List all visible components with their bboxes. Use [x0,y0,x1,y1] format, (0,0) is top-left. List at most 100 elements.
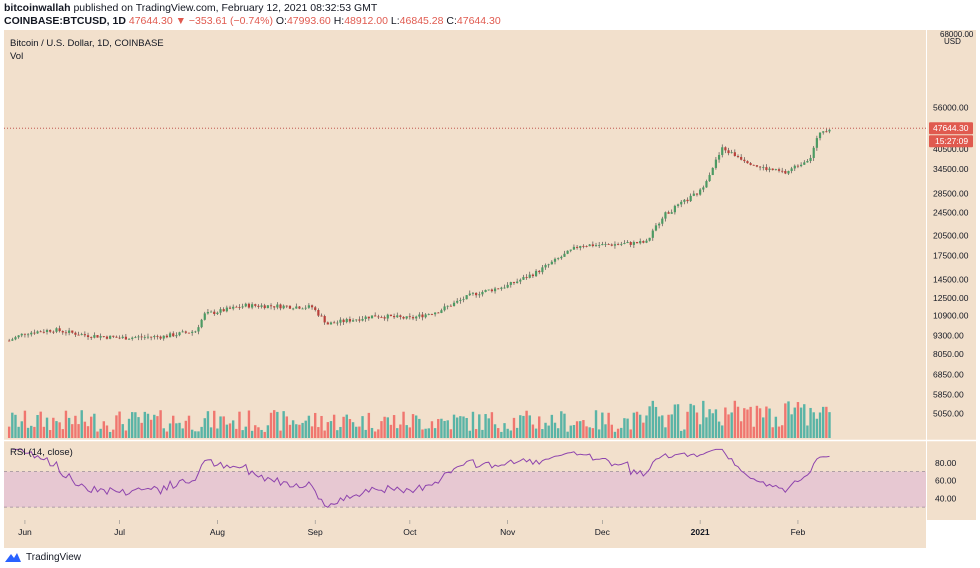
candle-body [591,244,594,247]
volume-bar [459,416,462,438]
candle-body [768,168,771,171]
volume-bar [190,429,194,438]
price-axis-background [926,30,976,520]
candle-body [358,319,361,321]
candle-body [777,169,781,171]
volume-bar [269,412,273,438]
volume-bar [730,412,733,438]
candle-body [83,334,86,336]
volume-bar [197,431,200,438]
candle-body [781,170,784,172]
symbol-label: COINBASE:BTCUSD, 1D [4,15,126,27]
volume-label: Vol [10,51,23,62]
candle-body [168,333,172,338]
candle-body [468,293,471,296]
candle-body [36,331,39,334]
candle-body [635,242,639,244]
brand-name: TradingView [26,551,82,563]
volume-bar [676,404,680,438]
volume-bar [48,430,52,438]
price-axis-top-label: 68000.00 [940,30,974,39]
volume-bar [421,429,424,438]
volume-bar [692,405,696,438]
volume-bar [519,415,522,438]
candle-body [610,244,613,246]
candle-body [8,340,11,342]
volume-bar [355,426,358,438]
candle-body [383,317,386,319]
volume-bar [358,426,361,438]
candle-body [825,131,828,133]
volume-bar [282,411,285,438]
volume-bar [739,421,743,438]
open-label: O: [275,15,287,27]
volume-bar [452,414,456,438]
volume-bar [821,406,825,438]
volume-bar [408,427,412,438]
candle-body [771,168,774,171]
volume-bar [71,424,74,438]
candle-body [733,152,736,157]
candle-body [389,314,393,317]
candle-body [676,204,680,206]
candle-body [670,212,673,214]
volume-bar [468,430,472,438]
volume-bar [597,429,601,438]
candle-body [273,306,276,308]
candle-body [175,335,178,337]
volume-bar [572,425,576,438]
price-chart[interactable]: 56000.00 40500.00 34500.00 28500.00 24500.00… [4,30,976,548]
volume-bar [80,410,83,438]
candle-body [172,333,175,337]
candle-body [68,330,71,333]
candle-body [607,244,610,245]
volume-bars [7,400,831,438]
volume-bar [474,429,478,438]
high-label: H: [333,15,345,27]
volume-bar [348,419,352,438]
candle-body [449,305,452,307]
candle-body [743,159,746,162]
volume-bar [755,405,759,438]
candle-body [793,165,796,169]
candle-body [512,282,516,284]
volume-bar [604,424,607,438]
candle-body [317,309,320,316]
volume-bar [156,416,159,438]
candle-body [33,332,36,334]
candle-body [203,313,206,320]
candle-body [86,335,90,337]
volume-bar [437,419,440,438]
candle-body [351,320,355,322]
candle-body [528,274,531,278]
candle-body [386,314,389,319]
candle-body [225,307,228,312]
candle-body [181,331,184,333]
low-label: L: [390,15,400,27]
volume-bar [541,429,544,438]
volume-bar [455,417,459,438]
time-axis-tick: Sep [308,527,323,537]
candle-body [563,253,566,257]
volume-bar [181,428,184,438]
volume-bar [544,422,547,438]
candle-body [304,307,307,309]
candle-body [588,244,591,247]
volume-bar [314,412,317,438]
volume-bar [443,420,446,438]
volume-bar [717,421,721,438]
candle-body [487,289,490,291]
candle-body [478,294,481,296]
candle-body [673,205,676,213]
price-axis-tick: 14500.00 [933,274,969,284]
candle-body [282,305,285,309]
candle-body [736,156,740,157]
candle-body [307,305,310,308]
volume-bar [547,425,550,438]
volume-bar [487,418,490,438]
candle-body [244,303,247,307]
candle-body [408,316,411,318]
candle-body [156,336,159,337]
time-axis-tick: Oct [403,527,417,537]
candle-body [717,154,721,160]
